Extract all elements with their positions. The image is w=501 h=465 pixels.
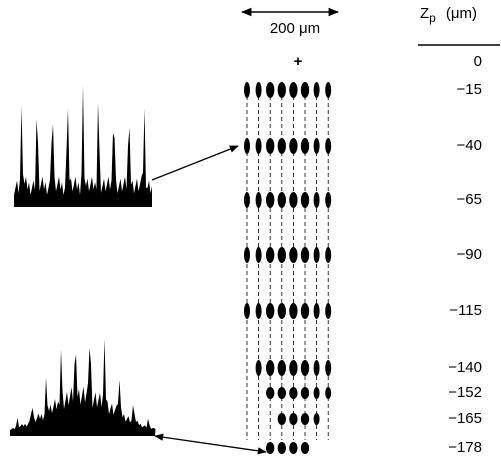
spot bbox=[255, 247, 262, 263]
z-value: −65 bbox=[457, 191, 482, 208]
z-value: −165 bbox=[448, 410, 482, 427]
spot bbox=[313, 387, 320, 399]
spot bbox=[277, 82, 286, 98]
spot bbox=[244, 192, 250, 208]
spot bbox=[255, 303, 262, 319]
spot bbox=[300, 413, 310, 425]
spot bbox=[325, 192, 332, 208]
spot bbox=[289, 442, 298, 454]
spot bbox=[277, 138, 286, 154]
spot bbox=[289, 303, 298, 319]
spot bbox=[300, 138, 310, 154]
spot bbox=[277, 360, 286, 376]
spot bbox=[277, 303, 286, 319]
z-value: −90 bbox=[457, 246, 482, 263]
spot bbox=[266, 192, 275, 208]
spot bbox=[300, 247, 310, 263]
z-value: −152 bbox=[448, 384, 482, 401]
spot bbox=[277, 387, 286, 399]
spot bbox=[255, 138, 262, 154]
spot bbox=[325, 247, 332, 263]
spot bbox=[244, 303, 250, 319]
spot bbox=[313, 360, 320, 376]
spot bbox=[266, 82, 275, 98]
spot bbox=[244, 138, 250, 154]
spot bbox=[289, 138, 298, 154]
spot bbox=[325, 387, 332, 399]
spot bbox=[313, 413, 320, 425]
spot bbox=[266, 138, 275, 154]
z-value: −15 bbox=[457, 81, 482, 98]
spot bbox=[313, 138, 320, 154]
spot bbox=[255, 192, 262, 208]
z-column: 0 −15 −40 −65 −90 −115 −140 −152 −165 −178 bbox=[448, 53, 482, 456]
spot bbox=[289, 247, 298, 263]
header-unit: (μm) bbox=[446, 5, 477, 22]
spot bbox=[289, 192, 298, 208]
spot bbox=[325, 360, 332, 376]
spot bbox=[289, 413, 298, 425]
spot bbox=[300, 442, 310, 454]
spot bbox=[300, 360, 310, 376]
spot bbox=[266, 247, 275, 263]
spot bbox=[266, 387, 275, 399]
spot bbox=[266, 360, 275, 376]
spot bbox=[277, 192, 286, 208]
arrow-bottom bbox=[154, 433, 267, 455]
arrow-top bbox=[151, 145, 239, 181]
spot bbox=[325, 138, 332, 154]
spot bbox=[244, 82, 250, 98]
spot bbox=[313, 82, 320, 98]
spot bbox=[313, 247, 320, 263]
spot bbox=[277, 247, 286, 263]
spot bbox=[325, 82, 332, 98]
z-value: −140 bbox=[448, 359, 482, 376]
spot bbox=[325, 303, 332, 319]
spot bbox=[300, 387, 310, 399]
spot bbox=[289, 82, 298, 98]
header-subscript: p bbox=[429, 11, 436, 25]
spot bbox=[244, 247, 250, 263]
spot bbox=[266, 442, 275, 454]
spot bbox=[300, 192, 310, 208]
histogram-bottom bbox=[10, 338, 156, 436]
header: Zp (μm) bbox=[420, 5, 477, 25]
spot bbox=[277, 413, 286, 425]
spot bbox=[313, 303, 320, 319]
spot bbox=[255, 82, 262, 98]
z-value: −178 bbox=[448, 439, 482, 456]
spot bbox=[277, 442, 286, 454]
spot bbox=[266, 303, 275, 319]
spot-pattern bbox=[244, 82, 332, 454]
z-value: −115 bbox=[449, 302, 482, 319]
origin-marker: + bbox=[294, 53, 303, 70]
scale-label: 200 μm bbox=[270, 20, 320, 37]
header-symbol: Z bbox=[420, 5, 429, 22]
histogram-top bbox=[14, 85, 152, 207]
z-value: 0 bbox=[474, 53, 482, 70]
spot bbox=[313, 192, 320, 208]
spot bbox=[289, 360, 298, 376]
spot bbox=[289, 387, 298, 399]
spot bbox=[300, 303, 310, 319]
z-value: −40 bbox=[457, 137, 482, 154]
spot bbox=[255, 360, 262, 376]
spot bbox=[300, 82, 310, 98]
